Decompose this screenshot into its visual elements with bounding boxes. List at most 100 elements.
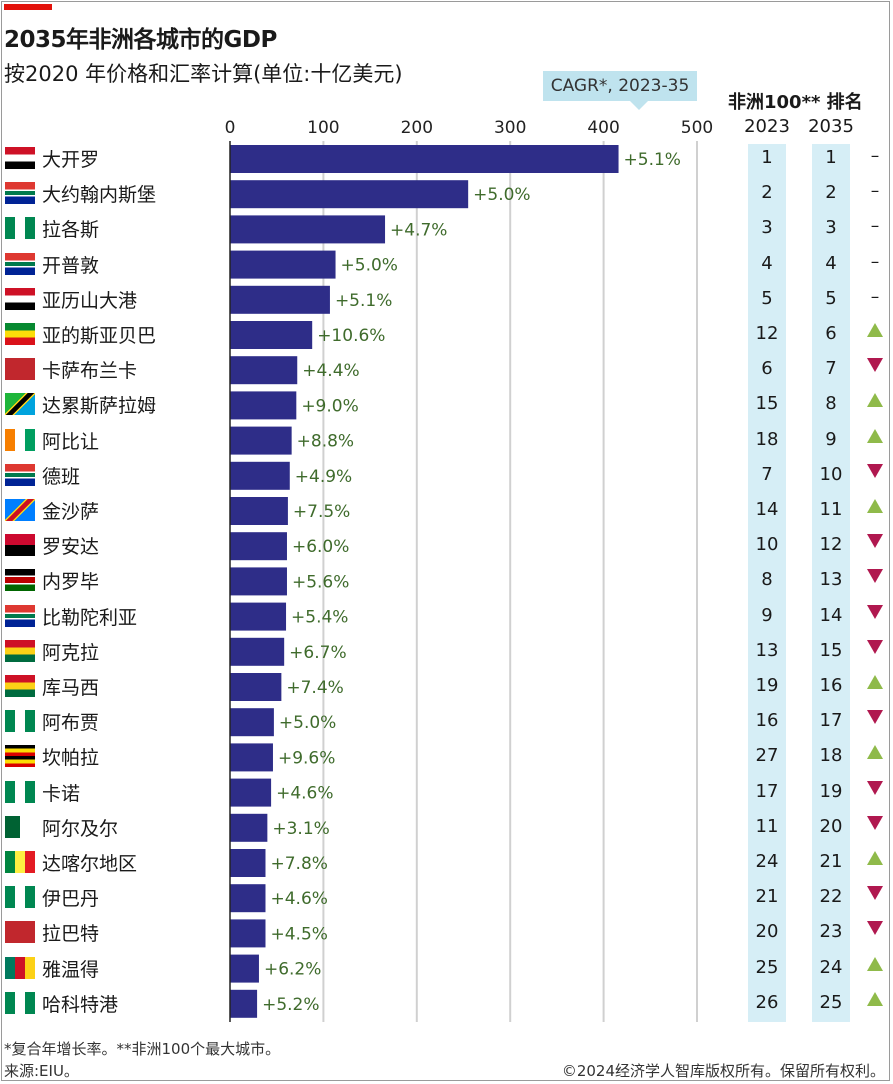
footnote: *复合年增长率。**非洲100个最大城市。 xyxy=(4,1040,281,1058)
rank-2023: 12 xyxy=(755,323,779,344)
cagr-data-label: +7.4% xyxy=(286,678,343,698)
egypt-flag-icon xyxy=(5,287,35,310)
ivory-coast-flag-icon xyxy=(5,428,35,451)
city-name: 大约翰内斯堡 xyxy=(42,184,157,207)
cagr-data-label: +4.9% xyxy=(295,467,352,487)
city-row: 罗安达 10 12 xyxy=(0,528,893,563)
city-name: 伊巴丹 xyxy=(42,888,100,911)
city-row: 阿尔及尔 11 20 xyxy=(0,810,893,845)
cagr-data-label: +4.6% xyxy=(270,889,327,909)
city-row: 达喀尔地区 24 21 xyxy=(0,845,893,880)
bar xyxy=(230,637,285,666)
bar xyxy=(230,426,292,455)
rank-2023: 5 xyxy=(761,287,773,309)
cagr-data-label: +10.6% xyxy=(317,326,385,346)
rank-down-icon xyxy=(864,709,886,730)
chart-title: 2035年非洲各城市的GDP xyxy=(4,27,277,53)
dr-congo-flag-icon xyxy=(5,499,35,521)
x-tick-label: 500 xyxy=(681,118,713,138)
nigeria-flag-icon xyxy=(5,886,35,909)
rank-2023: 9 xyxy=(761,604,773,626)
egypt-flag-icon xyxy=(5,147,35,169)
city-name: 拉巴特 xyxy=(42,923,100,946)
city-row: 伊巴丹 21 22 xyxy=(0,880,893,915)
rank-2035: 20 xyxy=(819,815,843,837)
rank-2035: 19 xyxy=(819,780,843,802)
rank-2035: 18 xyxy=(819,745,843,767)
rank-up-icon xyxy=(864,498,886,519)
cagr-data-label: +6.0% xyxy=(292,537,349,557)
rank-2035: 1 xyxy=(825,147,837,168)
rank-down-icon xyxy=(864,463,886,484)
bar xyxy=(230,250,336,279)
city-row: 亚历山大港 5 5 – xyxy=(0,282,893,317)
cagr-data-label: +5.0% xyxy=(473,185,530,205)
city-name: 比勒陀利亚 xyxy=(42,606,138,629)
city-name: 亚的斯亚贝巴 xyxy=(42,325,157,347)
rank-unchanged-mark: – xyxy=(870,216,880,237)
cagr-data-label: +8.8% xyxy=(297,432,354,452)
bar xyxy=(230,461,290,490)
city-row: 卡萨布兰卡 6 7 xyxy=(0,352,893,387)
cagr-data-label: +6.7% xyxy=(289,643,346,663)
brand-red-bar xyxy=(4,4,52,10)
rank-2023: 24 xyxy=(755,851,779,872)
rank-2035: 23 xyxy=(819,921,843,943)
bar xyxy=(230,145,619,173)
x-tick-label: 0 xyxy=(225,118,236,138)
bar xyxy=(230,673,282,701)
rank-2023: 1 xyxy=(761,147,773,168)
rank-up-icon xyxy=(864,991,886,1012)
rank-2035: 5 xyxy=(825,287,837,309)
nigeria-flag-icon xyxy=(5,780,35,803)
city-row: 阿比让 18 9 xyxy=(0,423,893,458)
city-row: 内罗毕 8 13 xyxy=(0,563,893,598)
x-tick-label: 400 xyxy=(587,118,619,138)
city-row: 比勒陀利亚 9 14 xyxy=(0,599,893,634)
cagr-data-label: +9.6% xyxy=(278,748,335,768)
rank-heading: 非洲100** 排名 xyxy=(728,92,863,113)
city-row: 库马西 19 16 xyxy=(0,669,893,704)
x-tick-label: 100 xyxy=(307,118,339,138)
rank-2023: 8 xyxy=(761,569,773,591)
rank-2023: 26 xyxy=(755,991,779,1013)
uganda-flag-icon xyxy=(5,745,35,768)
rank-2035: 21 xyxy=(819,851,843,872)
city-row: 拉巴特 20 23 xyxy=(0,915,893,950)
rank-2023: 15 xyxy=(755,393,779,415)
bar xyxy=(230,708,274,737)
rank-2035-column-bg xyxy=(812,144,850,1022)
bar xyxy=(230,180,469,209)
rank-unchanged-mark: – xyxy=(870,251,880,272)
city-name: 阿尔及尔 xyxy=(42,817,119,840)
rank-up-icon xyxy=(864,744,886,765)
rank-up-icon xyxy=(864,850,886,871)
rank-2035: 9 xyxy=(825,428,837,450)
cagr-data-label: +5.0% xyxy=(279,713,336,733)
senegal-flag-icon xyxy=(5,851,35,873)
rank-2035: 16 xyxy=(819,675,843,696)
city-row: 金沙萨 14 11 xyxy=(0,493,893,528)
bar xyxy=(230,954,259,983)
south-africa-flag-icon xyxy=(5,252,35,275)
rank-down-icon xyxy=(864,920,886,941)
bar xyxy=(230,215,386,244)
city-name: 卡萨布兰卡 xyxy=(42,360,138,383)
x-tick-label: 300 xyxy=(494,118,526,138)
cagr-data-label: +5.2% xyxy=(262,995,319,1015)
city-row: 大开罗 1 1 – xyxy=(0,141,893,176)
cagr-label: CAGR*, 2023-35 xyxy=(543,71,697,101)
rank-unchanged-mark: – xyxy=(870,286,880,307)
city-name: 金沙萨 xyxy=(42,501,100,523)
rank-2035: 4 xyxy=(825,252,837,274)
city-row: 德班 7 10 xyxy=(0,458,893,493)
rank-down-icon xyxy=(864,568,886,589)
city-row: 亚的斯亚贝巴 12 6 xyxy=(0,317,893,352)
rank-2023: 19 xyxy=(755,675,779,696)
rank-2023: 11 xyxy=(755,815,779,837)
cagr-pointer xyxy=(630,101,648,110)
nigeria-flag-icon xyxy=(5,217,35,240)
source-note: 来源:EIU。 xyxy=(4,1062,79,1080)
cagr-data-label: +5.1% xyxy=(335,291,392,311)
